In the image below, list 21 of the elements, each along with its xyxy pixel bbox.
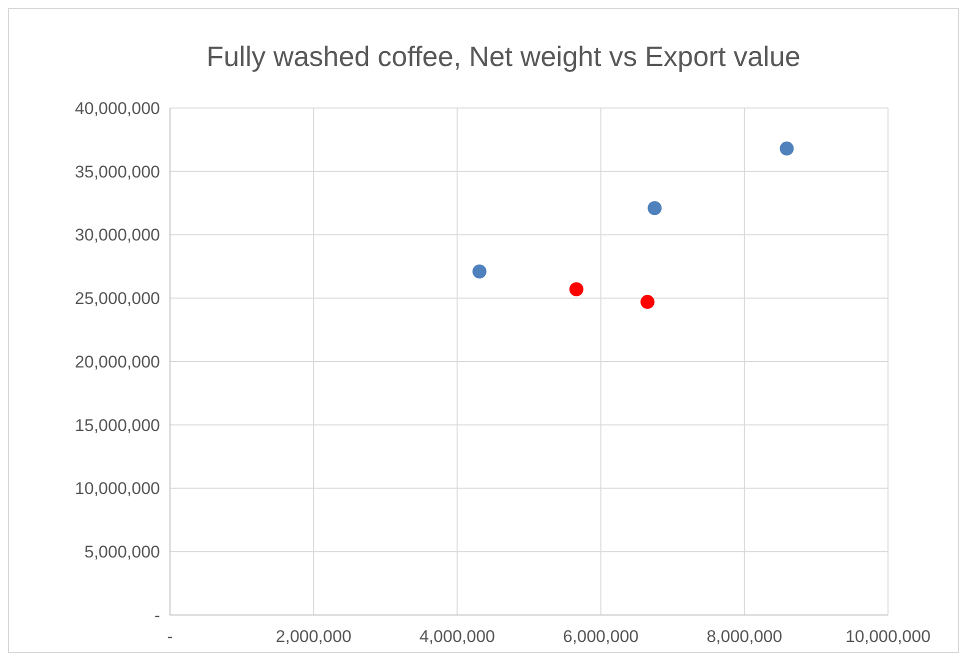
y-tick-label: 20,000,000 <box>74 352 160 372</box>
y-tick-label: 35,000,000 <box>74 162 160 182</box>
x-tick-label: 2,000,000 <box>276 627 352 646</box>
chart-title: Fully washed coffee, Net weight vs Export value <box>206 41 801 72</box>
x-tick-label: - <box>167 627 173 646</box>
point <box>472 264 486 279</box>
x-tick-label: 4,000,000 <box>419 627 496 646</box>
point <box>569 282 584 296</box>
y-tick-label: 15,000,000 <box>74 416 160 435</box>
point <box>648 201 662 216</box>
y-tick-label: 10,000,000 <box>74 479 160 498</box>
x-tick-label: 6,000,000 <box>562 627 639 646</box>
point <box>640 294 654 309</box>
x-tick-label: 10,000,000 <box>845 627 931 646</box>
x-tick-label: 8,000,000 <box>706 627 782 646</box>
y-tick-label: 30,000,000 <box>74 226 160 245</box>
y-tick-label: 25,000,000 <box>74 289 160 308</box>
y-tick-label: 40,000,000 <box>74 98 160 118</box>
y-tick-label: 5,000,000 <box>84 542 160 562</box>
y-tick-label: - <box>154 606 160 625</box>
point <box>780 142 794 156</box>
